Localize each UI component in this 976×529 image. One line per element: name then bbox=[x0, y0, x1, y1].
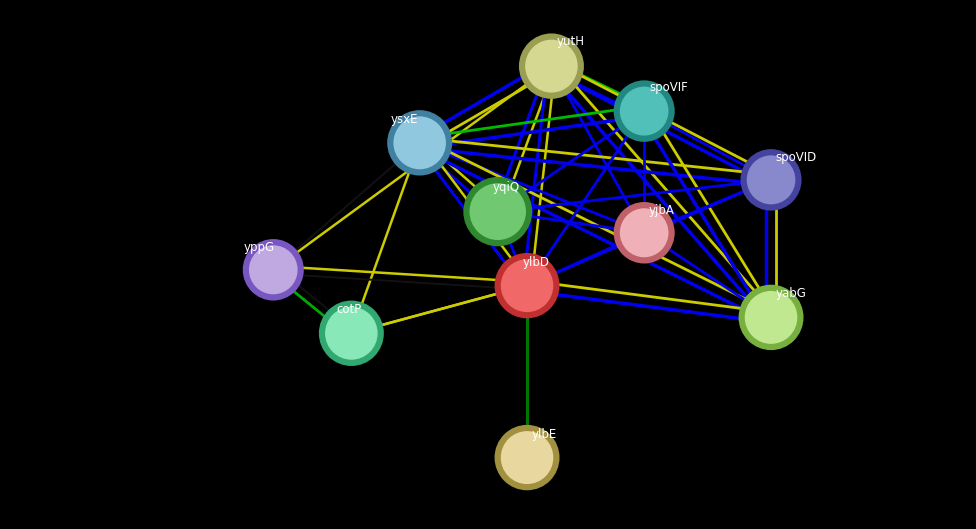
Ellipse shape bbox=[495, 253, 559, 318]
Ellipse shape bbox=[614, 80, 674, 142]
Ellipse shape bbox=[248, 244, 299, 295]
Ellipse shape bbox=[387, 110, 452, 176]
Ellipse shape bbox=[319, 300, 384, 366]
Text: cotP: cotP bbox=[337, 303, 362, 316]
Text: spoVIF: spoVIF bbox=[649, 81, 688, 94]
Ellipse shape bbox=[746, 154, 796, 205]
Ellipse shape bbox=[619, 86, 670, 136]
Ellipse shape bbox=[243, 239, 304, 300]
Ellipse shape bbox=[392, 115, 447, 170]
Text: spoVID: spoVID bbox=[776, 151, 817, 164]
Ellipse shape bbox=[500, 258, 554, 313]
Text: ylbE: ylbE bbox=[532, 427, 557, 441]
Text: yqiQ: yqiQ bbox=[493, 180, 520, 194]
Text: ysxE: ysxE bbox=[390, 113, 418, 126]
Ellipse shape bbox=[468, 182, 527, 241]
Ellipse shape bbox=[464, 177, 532, 247]
Text: yutH: yutH bbox=[556, 35, 585, 48]
Ellipse shape bbox=[614, 202, 674, 263]
Ellipse shape bbox=[519, 33, 584, 99]
Text: yppG: yppG bbox=[244, 241, 275, 254]
Ellipse shape bbox=[500, 430, 554, 485]
Text: yjbA: yjbA bbox=[649, 204, 675, 217]
Ellipse shape bbox=[324, 306, 379, 361]
Ellipse shape bbox=[619, 207, 670, 258]
Ellipse shape bbox=[739, 285, 803, 350]
Ellipse shape bbox=[741, 149, 801, 211]
Text: ylbD: ylbD bbox=[522, 256, 549, 269]
Ellipse shape bbox=[495, 425, 559, 490]
Text: yabG: yabG bbox=[776, 287, 807, 300]
Ellipse shape bbox=[744, 290, 798, 345]
Ellipse shape bbox=[524, 39, 579, 94]
